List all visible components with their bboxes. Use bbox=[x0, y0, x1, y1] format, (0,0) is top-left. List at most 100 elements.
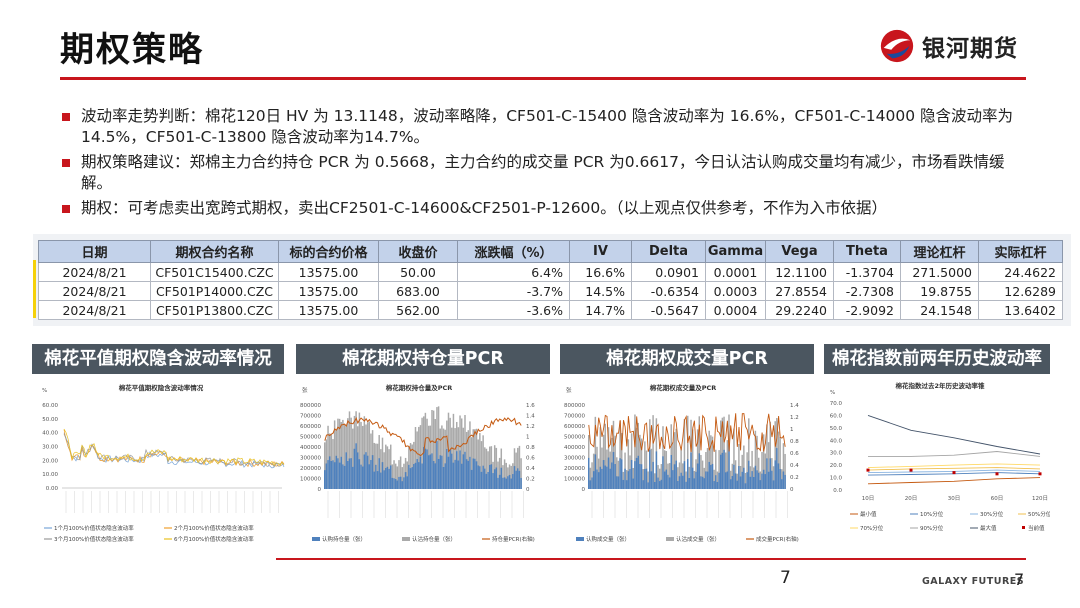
call-bar bbox=[594, 454, 597, 489]
put-bar bbox=[654, 473, 656, 489]
th-vega: Vega bbox=[765, 240, 834, 263]
put-bar bbox=[678, 462, 681, 489]
th-real-leverage: 实际杠杆 bbox=[978, 240, 1063, 263]
call-bar bbox=[418, 462, 420, 489]
put-bar bbox=[485, 448, 488, 489]
cell: -1.3704 bbox=[833, 262, 901, 282]
call-bar bbox=[624, 468, 626, 489]
put-bar bbox=[363, 416, 366, 489]
cell: -0.5647 bbox=[631, 300, 706, 320]
put-bar bbox=[470, 437, 473, 489]
call-bar bbox=[637, 455, 639, 489]
call-bar bbox=[711, 463, 714, 489]
call-bar bbox=[419, 456, 422, 489]
call-bar bbox=[660, 479, 663, 489]
cell: 27.8554 bbox=[765, 281, 834, 301]
y-tick-label: 0.4 bbox=[790, 463, 799, 469]
call-bar bbox=[678, 476, 681, 489]
put-bar bbox=[614, 435, 616, 489]
y-tick-label: 20.0 bbox=[830, 463, 843, 469]
cell: 6.4% bbox=[457, 262, 570, 282]
th-gamma: Gamma bbox=[705, 240, 766, 263]
call-bar bbox=[604, 465, 606, 489]
put-bar bbox=[680, 449, 682, 489]
call-bar bbox=[345, 452, 347, 489]
legend-entry: 认沽持仓量（张） bbox=[412, 535, 456, 543]
cell: 14.5% bbox=[569, 281, 632, 301]
call-bar bbox=[432, 460, 435, 489]
call-bar bbox=[403, 477, 405, 489]
call-bar bbox=[682, 475, 684, 489]
put-bar bbox=[668, 463, 671, 489]
call-bar bbox=[720, 454, 722, 489]
put-bar bbox=[604, 423, 606, 489]
call-bar bbox=[330, 461, 333, 489]
call-bar bbox=[493, 469, 496, 489]
put-bar bbox=[342, 419, 344, 489]
put-bar bbox=[368, 421, 371, 489]
call-bar bbox=[480, 471, 483, 489]
put-bar bbox=[616, 457, 618, 489]
call-bar bbox=[744, 483, 747, 489]
call-bar bbox=[759, 480, 762, 489]
call-bar bbox=[409, 468, 412, 489]
put-bar bbox=[358, 412, 361, 489]
put-bar bbox=[657, 465, 659, 489]
cell: 13575.00 bbox=[278, 262, 379, 282]
call-bar bbox=[691, 467, 694, 489]
th-delta: Delta bbox=[631, 240, 706, 263]
call-bar bbox=[429, 454, 432, 489]
th-theory-leverage: 理论杠杆 bbox=[900, 240, 979, 263]
call-bar bbox=[502, 477, 504, 489]
page-number-right: 7 bbox=[1014, 570, 1025, 589]
cell: 683.00 bbox=[378, 281, 458, 301]
put-bar bbox=[677, 467, 679, 489]
put-bar bbox=[764, 453, 767, 489]
cell: 2024/8/21 bbox=[38, 281, 151, 301]
y-tick-label: 200000 bbox=[564, 466, 585, 472]
y-tick-label: 10.00 bbox=[42, 472, 58, 478]
cell: 16.6% bbox=[569, 262, 632, 282]
call-bar bbox=[718, 472, 720, 489]
call-bar bbox=[505, 478, 507, 489]
call-bar bbox=[695, 471, 697, 489]
put-bar bbox=[748, 418, 750, 489]
y-tick-label: 0.4 bbox=[526, 466, 535, 472]
call-bar bbox=[515, 470, 517, 489]
call-bar bbox=[696, 463, 699, 489]
call-bar bbox=[639, 463, 641, 489]
legend-entry: 最大值 bbox=[980, 524, 997, 532]
put-bar bbox=[716, 471, 719, 489]
call-bar bbox=[738, 466, 740, 489]
call-bar bbox=[479, 466, 481, 489]
cell: 0.0003 bbox=[705, 281, 766, 301]
call-bar bbox=[657, 477, 659, 489]
put-bar bbox=[393, 460, 395, 489]
call-bar bbox=[690, 452, 692, 489]
put-bar bbox=[658, 468, 661, 489]
call-bar bbox=[507, 476, 509, 489]
put-bar bbox=[338, 418, 341, 489]
put-bar bbox=[652, 415, 654, 489]
put-bar bbox=[498, 457, 501, 489]
y-tick-label: 600000 bbox=[300, 424, 321, 430]
cone-unit: % bbox=[830, 390, 835, 396]
y-tick-label: 0.8 bbox=[526, 445, 535, 451]
call-bar bbox=[385, 467, 387, 489]
put-bar bbox=[691, 429, 694, 489]
call-bar bbox=[482, 465, 484, 489]
put-bar bbox=[705, 452, 707, 489]
put-bar bbox=[781, 469, 783, 489]
th-change: 涨跌幅（%） bbox=[457, 240, 570, 263]
call-bar bbox=[342, 464, 344, 489]
call-bar bbox=[442, 467, 445, 489]
cell: 13575.00 bbox=[278, 281, 379, 301]
put-bar bbox=[782, 443, 785, 489]
y-tick-label: 700000 bbox=[300, 414, 321, 420]
table-header-row: 日期 期权合约名称 标的合约价格 收盘价 涨跌幅（%） IV Delta Gam… bbox=[38, 240, 1063, 263]
put-bar bbox=[726, 440, 729, 489]
put-bar bbox=[411, 444, 413, 489]
call-bar bbox=[701, 476, 704, 489]
call-bar bbox=[627, 471, 630, 489]
put-bar bbox=[713, 469, 715, 489]
